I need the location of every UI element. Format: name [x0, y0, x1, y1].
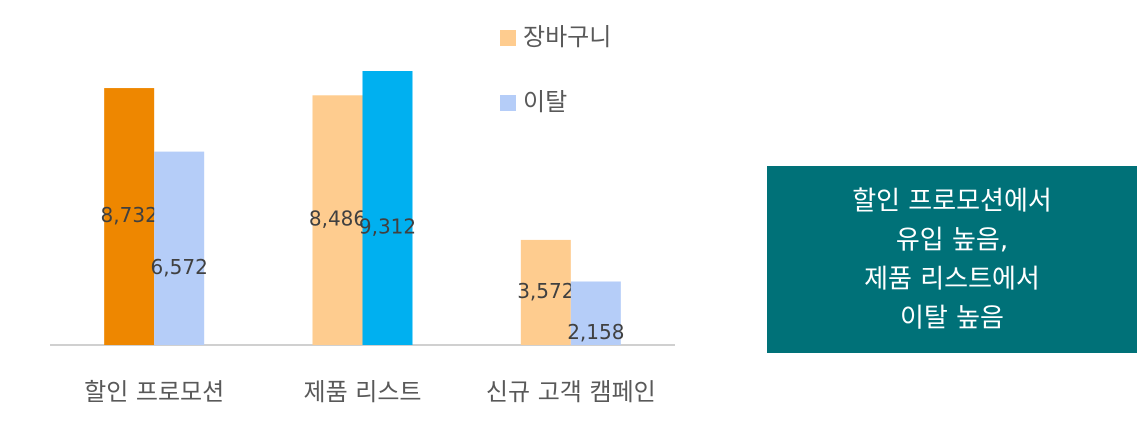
- callout-box: [767, 166, 1137, 353]
- value-label: 9,312: [359, 215, 416, 239]
- value-label: 3,572: [517, 279, 574, 303]
- bar: [104, 88, 155, 345]
- x-tick-label: 할인 프로모션: [84, 378, 224, 406]
- value-label: 2,158: [567, 320, 624, 344]
- x-tick-label: 제품 리스트: [303, 378, 421, 406]
- bar: [154, 151, 205, 345]
- legend-swatch: [500, 30, 516, 46]
- callout-text: 유입 높음,: [896, 226, 1008, 256]
- value-label: 8,486: [309, 207, 366, 231]
- value-label: 6,572: [151, 255, 208, 279]
- legend-label: 이탈: [523, 88, 567, 116]
- callout-text: 제품 리스트에서: [864, 265, 1040, 295]
- callout-text: 할인 프로모션에서: [852, 187, 1052, 217]
- legend-label: 장바구니: [523, 23, 611, 51]
- x-tick-label: 신규 고객 캠페인: [486, 378, 656, 406]
- bar: [520, 239, 571, 345]
- bar: [570, 281, 621, 345]
- bar: [362, 71, 413, 345]
- value-label: 8,732: [101, 203, 158, 227]
- legend-swatch: [500, 95, 516, 111]
- callout-text: 이탈 높음: [900, 304, 1004, 334]
- bar: [312, 95, 363, 345]
